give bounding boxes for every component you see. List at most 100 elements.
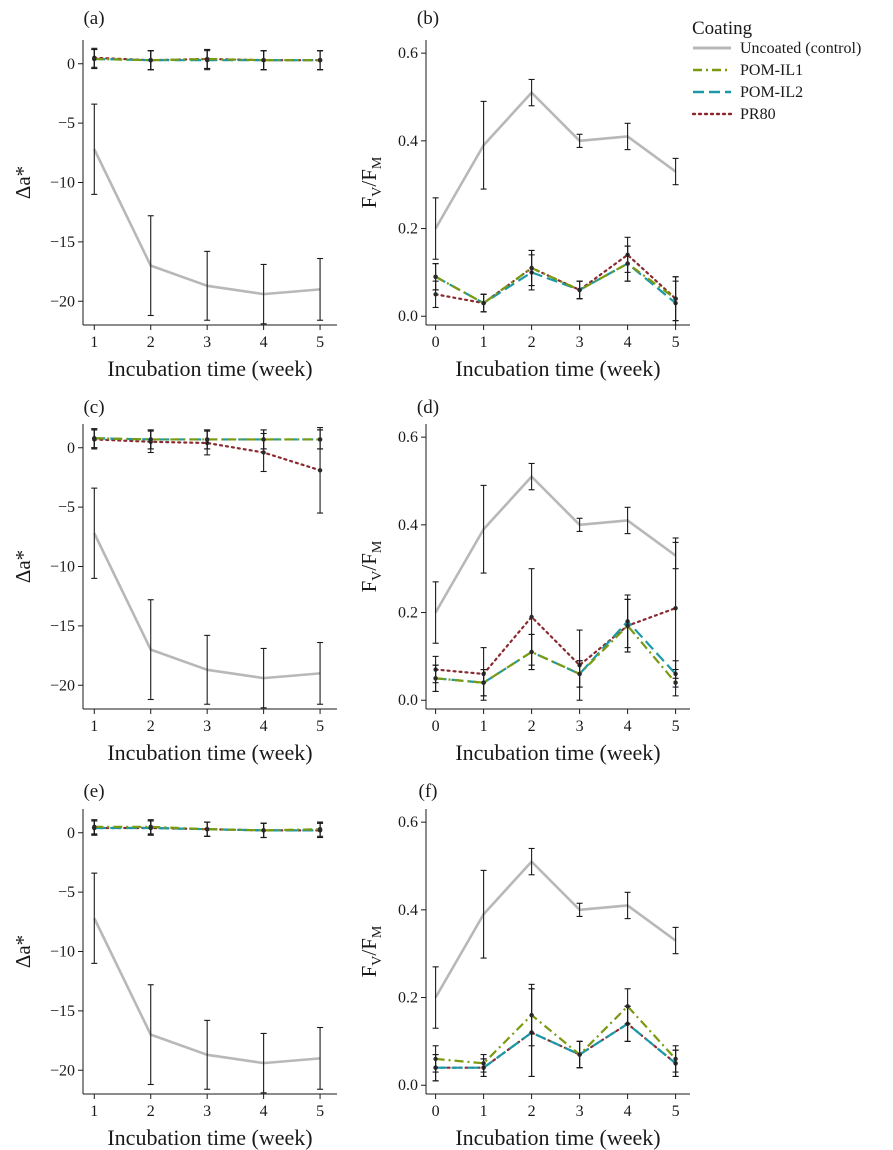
y-tick-label: −5 — [58, 499, 75, 516]
data-point — [148, 437, 153, 442]
panel-c: (c) 1 2 3 4 5 0 −5 −10 −15 −20 Incubation time (wee… — [11, 397, 337, 765]
x-axis-label: Incubation time (week) — [107, 356, 312, 381]
series-pom-il1 — [432, 598, 679, 697]
y-tick-label: −10 — [50, 175, 75, 192]
x-tick-label: 0 — [432, 718, 440, 735]
y-tick-label: 0.4 — [398, 517, 418, 534]
y-tick-label: 0.0 — [398, 308, 418, 325]
x-tick-label: 4 — [624, 1103, 632, 1120]
series-pom-il1 — [91, 48, 324, 71]
y-tick-label: 0.2 — [398, 221, 418, 238]
series-pom-il2 — [432, 245, 679, 326]
y-tick-label: 0.6 — [398, 429, 418, 446]
y-axis-label: FV/FM — [357, 925, 385, 977]
series-line — [434, 91, 677, 230]
x-tick-label: 1 — [480, 334, 488, 351]
y-tick-label: 0.4 — [398, 902, 418, 919]
data-point — [577, 1052, 582, 1057]
data-point — [261, 450, 266, 455]
x-tick-label: 2 — [147, 334, 155, 351]
legend-label-pr80: PR80 — [740, 106, 776, 123]
series-line — [435, 1005, 677, 1065]
data-point — [577, 287, 582, 293]
y-tick-label: −15 — [50, 234, 75, 251]
series-pom-il1 — [91, 819, 324, 839]
series-uncoated-control — [432, 462, 679, 644]
x-tick-label: 1 — [480, 1103, 488, 1120]
y-tick-label: 0.6 — [398, 45, 418, 62]
data-point — [204, 56, 210, 62]
y-tick-label: 0 — [67, 825, 75, 842]
legend-label-pom-il2: POM-IL2 — [740, 84, 803, 101]
y-tick-label: 0.2 — [398, 605, 418, 622]
x-tick-label: 4 — [260, 718, 268, 735]
x-tick-label: 2 — [528, 1103, 536, 1120]
x-tick-label: 3 — [576, 718, 584, 735]
data-point — [317, 57, 323, 63]
x-tick-label: 3 — [203, 718, 211, 735]
x-axis-label: Incubation time (week) — [455, 1125, 660, 1150]
panel-label: (b) — [417, 8, 439, 29]
legend: Coating Uncoated (control) POM-IL1 POM-IL2… — [691, 18, 861, 123]
y-tick-label: 0 — [67, 440, 75, 457]
legend-title: Coating — [692, 18, 753, 39]
y-tick-label: −15 — [50, 1003, 75, 1020]
x-tick-label: 3 — [576, 1103, 584, 1120]
x-tick-label: 4 — [260, 334, 268, 351]
x-tick-label: 1 — [480, 718, 488, 735]
series-uncoated-control — [432, 847, 679, 1029]
x-tick-label: 1 — [90, 334, 98, 351]
x-tick-label: 4 — [624, 718, 632, 735]
series-uncoated-control — [91, 487, 324, 709]
data-point — [317, 826, 323, 832]
x-tick-label: 3 — [576, 334, 584, 351]
series-line — [435, 262, 677, 305]
x-axis-label: Incubation time (week) — [107, 740, 312, 765]
x-tick-label: 5 — [316, 334, 324, 351]
panel-d: (d) 0 1 2 3 4 5 0.0 0.2 0.4 0.6 Incubation time (we… — [357, 397, 690, 765]
panel-b: (b) 0 1 2 3 4 5 0.0 0.2 0.4 0.6 Incubation time (we… — [357, 8, 690, 381]
y-tick-label: −5 — [58, 115, 75, 132]
y-tick-label: 0.0 — [398, 1077, 418, 1094]
data-point — [261, 437, 266, 442]
x-tick-label: 4 — [624, 334, 632, 351]
data-point — [481, 680, 486, 685]
x-tick-label: 2 — [147, 718, 155, 735]
legend-label-uncoated-control: Uncoated (control) — [740, 40, 861, 57]
x-tick-label: 1 — [90, 718, 98, 735]
data-point — [92, 824, 97, 830]
x-tick-label: 2 — [528, 334, 536, 351]
data-point — [317, 468, 323, 473]
x-axis-label: Incubation time (week) — [455, 740, 660, 765]
data-point — [481, 1061, 486, 1066]
series-uncoated-control — [432, 78, 679, 260]
series-line — [434, 1022, 677, 1069]
data-point — [673, 296, 678, 301]
y-tick-label: 0.0 — [398, 692, 418, 709]
x-tick-label: 0 — [432, 1103, 440, 1120]
data-point — [625, 623, 630, 628]
panel-label: (d) — [417, 397, 439, 418]
data-point — [433, 274, 438, 279]
y-tick-label: −5 — [58, 884, 75, 901]
data-point — [481, 300, 486, 306]
panel-f: (f) 0 1 2 3 4 5 0.0 0.2 0.4 0.6 Incubation time (we… — [357, 781, 690, 1150]
series-line — [435, 1022, 677, 1069]
series-pom-il1 — [432, 245, 679, 322]
data-point — [204, 826, 210, 832]
x-tick-label: 4 — [260, 1103, 268, 1120]
x-tick-label: 0 — [432, 334, 440, 351]
series-line — [435, 624, 677, 684]
y-tick-label: −20 — [50, 293, 75, 310]
data-point — [577, 671, 582, 677]
series-pr80 — [432, 537, 679, 701]
panel-label: (e) — [83, 781, 104, 802]
data-point — [529, 265, 534, 271]
panel-a: (a) 1 2 3 4 5 0 −5 −10 −15 −20 Incubation time (wee… — [11, 8, 337, 381]
panel-label: (a) — [83, 8, 104, 29]
y-axis-label: FV/FM — [357, 540, 385, 592]
y-tick-label: −10 — [50, 944, 75, 961]
data-point — [92, 56, 97, 62]
data-point — [148, 57, 153, 63]
